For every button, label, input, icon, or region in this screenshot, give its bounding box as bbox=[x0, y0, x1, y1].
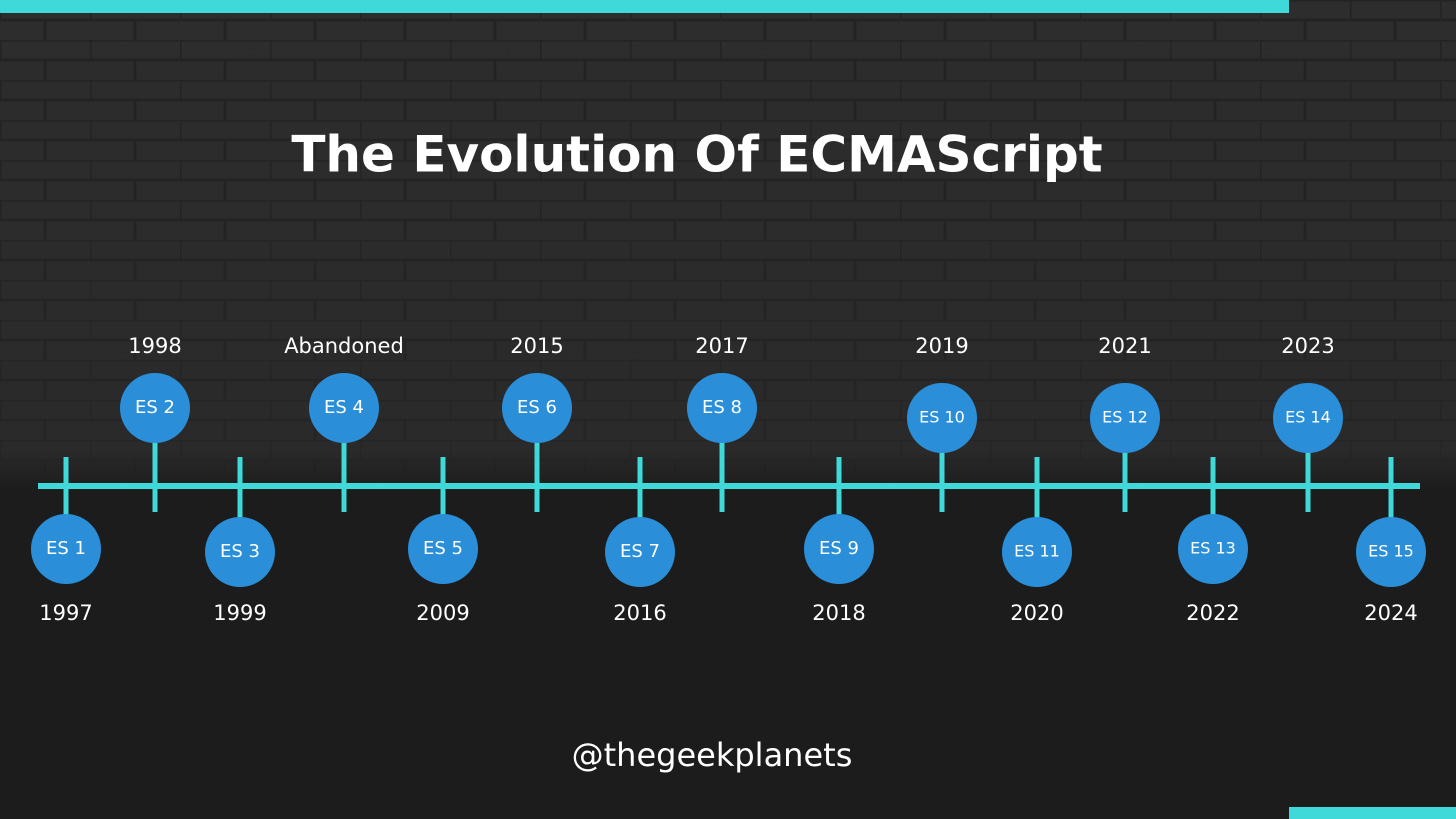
event-label: ES 7 bbox=[620, 541, 660, 562]
event-label: ES 1 bbox=[46, 538, 86, 559]
event-year: 1998 bbox=[128, 334, 181, 358]
event-year: 1997 bbox=[39, 601, 92, 625]
event-label: ES 13 bbox=[1190, 539, 1236, 558]
event-label: ES 10 bbox=[919, 408, 965, 427]
event-year: 2016 bbox=[613, 601, 666, 625]
event-label: ES 8 bbox=[702, 397, 742, 418]
event-year: 2021 bbox=[1098, 334, 1151, 358]
event-label: ES 9 bbox=[819, 538, 859, 559]
title: The Evolution Of ECMAScript bbox=[291, 126, 1102, 184]
event-year: 2018 bbox=[812, 601, 865, 625]
event-label: ES 3 bbox=[220, 541, 260, 562]
event-marker bbox=[1273, 383, 1343, 453]
event-marker bbox=[605, 517, 675, 587]
event-marker bbox=[1002, 517, 1072, 587]
event-marker bbox=[502, 373, 572, 443]
event-year: 2019 bbox=[915, 334, 968, 358]
event-label: ES 5 bbox=[423, 538, 463, 559]
event-label: ES 14 bbox=[1285, 408, 1331, 427]
event-marker bbox=[31, 514, 101, 584]
event-marker bbox=[1178, 514, 1248, 584]
event-marker bbox=[687, 373, 757, 443]
event-label: ES 11 bbox=[1014, 542, 1060, 561]
event-year: 2017 bbox=[695, 334, 748, 358]
event-year: Abandoned bbox=[284, 334, 404, 358]
event-label: ES 6 bbox=[517, 397, 557, 418]
event-year: 2024 bbox=[1364, 601, 1417, 625]
event-marker bbox=[804, 514, 874, 584]
event-marker bbox=[907, 383, 977, 453]
event-year: 2020 bbox=[1010, 601, 1063, 625]
event-label: ES 4 bbox=[324, 397, 364, 418]
bottom-bar bbox=[1289, 807, 1456, 819]
event-label: ES 15 bbox=[1368, 542, 1414, 561]
events: ES 1 1997 ES 2 1998 ES 3 1999 ES 4 Abandoned ES … bbox=[31, 334, 1426, 625]
event-year: 2023 bbox=[1281, 334, 1334, 358]
event-label: ES 12 bbox=[1102, 408, 1148, 427]
event-year: 2015 bbox=[510, 334, 563, 358]
timeline-axis bbox=[38, 483, 1420, 489]
event-marker bbox=[408, 514, 478, 584]
event-label: ES 2 bbox=[135, 397, 175, 418]
top-bar bbox=[0, 0, 1289, 13]
footer-handle: @thegeekplanets bbox=[572, 736, 853, 774]
event-marker bbox=[205, 517, 275, 587]
event-marker bbox=[120, 373, 190, 443]
event-marker bbox=[309, 373, 379, 443]
event-marker bbox=[1090, 383, 1160, 453]
event-year: 1999 bbox=[213, 601, 266, 625]
event-year: 2009 bbox=[416, 601, 469, 625]
event-marker bbox=[1356, 517, 1426, 587]
event-year: 2022 bbox=[1186, 601, 1239, 625]
